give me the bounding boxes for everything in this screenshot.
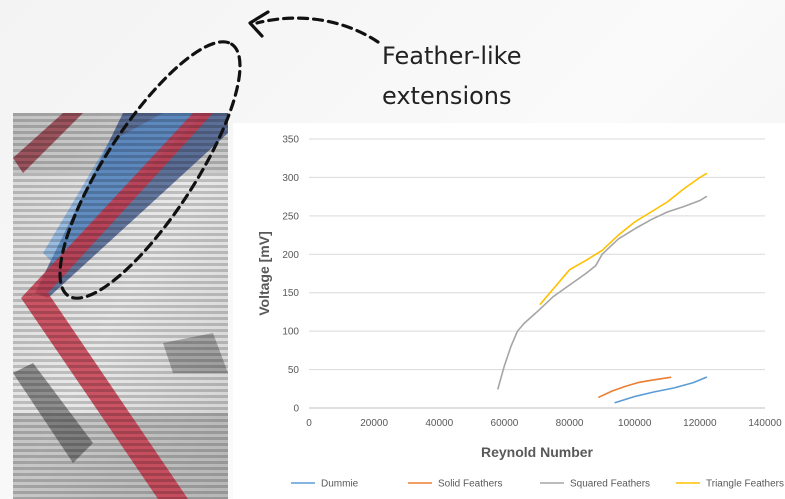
- x-tick-label: 40000: [425, 418, 453, 429]
- feather-photo: [13, 113, 228, 499]
- y-tick-label: 0: [293, 404, 299, 415]
- y-tick-label: 50: [288, 365, 300, 376]
- chart-legend: Dummie Solid Feathers Squared Feathers Tria…: [291, 479, 784, 490]
- series-line-solid-feathers: [598, 376, 672, 399]
- x-tick-label: 0: [306, 418, 312, 429]
- y-tick-label: 100: [282, 327, 299, 338]
- y-tick-label: 150: [282, 288, 299, 299]
- voltage-chart: 0 50 100 150 200 250 300 350 0 20000 40000 60000 80…: [233, 123, 785, 499]
- x-axis-title: Reynold Number: [481, 444, 594, 460]
- legend-label: Squared Feathers: [570, 479, 650, 490]
- series-line-triangle-feathers: [539, 172, 708, 305]
- y-tick-label: 300: [282, 173, 299, 184]
- y-tick-label: 250: [282, 211, 299, 222]
- x-tick-label: 100000: [618, 418, 652, 429]
- x-tick-label: 20000: [360, 418, 388, 429]
- chart-series: [497, 172, 708, 404]
- chart-grid: [309, 138, 765, 409]
- arrow-head-icon: [248, 10, 270, 38]
- x-tick-label: 80000: [556, 418, 584, 429]
- y-tick-label: 200: [282, 250, 299, 261]
- x-tick-label: 60000: [491, 418, 519, 429]
- legend-label: Triangle Feathers: [706, 479, 784, 490]
- legend-label: Dummie: [321, 479, 359, 490]
- y-tick-label: 350: [282, 135, 299, 146]
- x-tick-label: 140000: [748, 418, 782, 429]
- y-tick-labels: 0 50 100 150 200 250 300 350: [282, 135, 299, 415]
- y-axis-title: Voltage [mV]: [256, 231, 272, 316]
- legend-label: Solid Feathers: [438, 479, 502, 490]
- x-tick-labels: 0 20000 40000 60000 80000 100000 120000 140000: [306, 418, 782, 429]
- series-line-squared-feathers: [497, 195, 708, 390]
- callout-label: Feather-like extensions: [382, 42, 522, 110]
- x-tick-label: 120000: [683, 418, 717, 429]
- series-line-dummie: [614, 376, 708, 404]
- chart-svg: 0 50 100 150 200 250 300 350 0 20000 40000 60000 80…: [256, 135, 784, 490]
